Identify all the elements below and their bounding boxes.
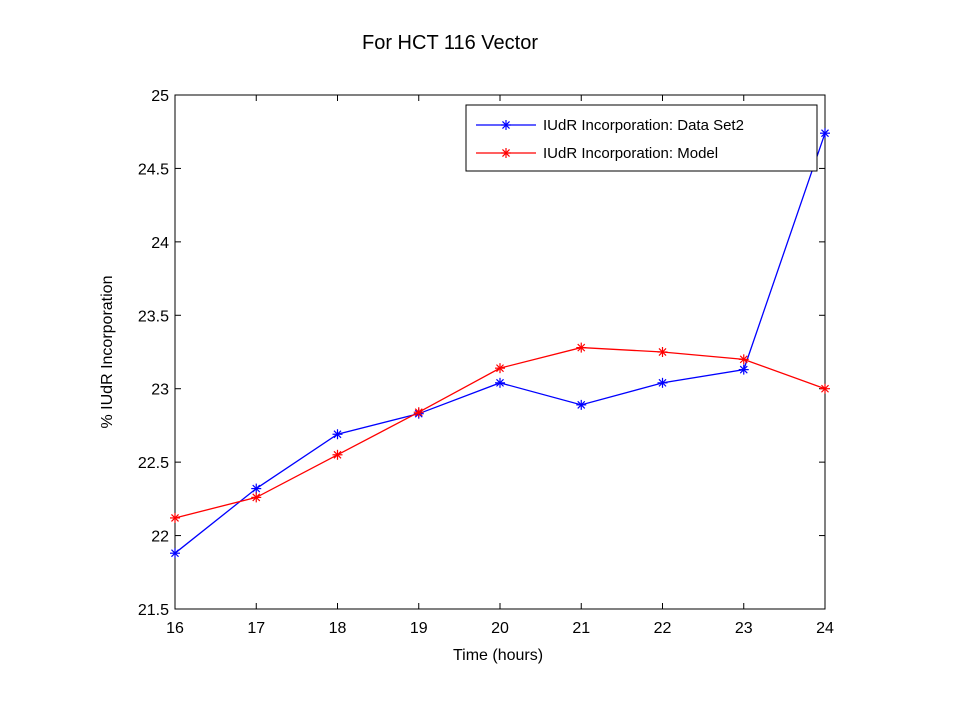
series-1-point (495, 363, 505, 374)
series-0-point (576, 399, 587, 410)
legend-marker-0 (501, 120, 511, 130)
x-tick-label: 19 (410, 620, 428, 637)
series-0-point (495, 377, 505, 388)
series-1-point (657, 347, 668, 357)
y-tick-label: 22.5 (138, 455, 169, 472)
x-tick-label: 23 (735, 620, 753, 637)
series-1-point (738, 354, 749, 365)
series-1-point (413, 407, 424, 418)
legend-marker-1 (501, 148, 511, 158)
series-layer (170, 128, 830, 559)
series-1-point (251, 492, 262, 503)
series-0-point (820, 128, 830, 139)
y-tick-label: 21.5 (138, 602, 169, 619)
legend-box (465, 104, 818, 172)
x-tick-label: 16 (166, 620, 184, 637)
y-tick-label: 22 (151, 529, 169, 546)
y-tick-label: 24 (151, 235, 169, 252)
x-tick-label: 20 (491, 620, 509, 637)
series-1-point (576, 342, 587, 353)
series-0-point (657, 377, 668, 388)
y-tick-label: 23.5 (138, 308, 169, 325)
x-tick-label: 24 (816, 620, 834, 637)
slide-title: For HCT 116 Vector (362, 32, 538, 54)
series-0-point (332, 429, 343, 440)
series-1-point (170, 512, 180, 523)
y-tick-label: 25 (151, 88, 169, 105)
y-tick-label: 24.5 (138, 161, 169, 178)
y-axis: 21.5 22 22.5 23 23.5 24 24.5 25 (138, 88, 825, 619)
series-1-point (820, 383, 830, 394)
x-axis-title: Time (hours) (453, 647, 543, 664)
series-0-point (170, 548, 180, 559)
y-axis-title: % IUdR Incorporation (99, 276, 116, 429)
legend-label-1: IUdR Incorporation: Model (543, 145, 718, 162)
plot-area (174, 94, 826, 610)
legend-label-0: IUdR Incorporation: Data Set2 (543, 117, 744, 134)
x-tick-label: 21 (572, 620, 590, 637)
x-axis: 16 17 18 19 20 21 22 23 24 (166, 95, 834, 637)
legend: IUdR Incorporation: Data Set2 IUdR Incorp… (465, 104, 818, 172)
x-tick-label: 18 (329, 620, 347, 637)
x-tick-label: 17 (247, 620, 265, 637)
series-1-point (332, 449, 343, 460)
x-tick-label: 22 (654, 620, 672, 637)
series-0-point (251, 483, 262, 494)
series-0-point (738, 364, 749, 375)
y-tick-label: 23 (151, 382, 169, 399)
